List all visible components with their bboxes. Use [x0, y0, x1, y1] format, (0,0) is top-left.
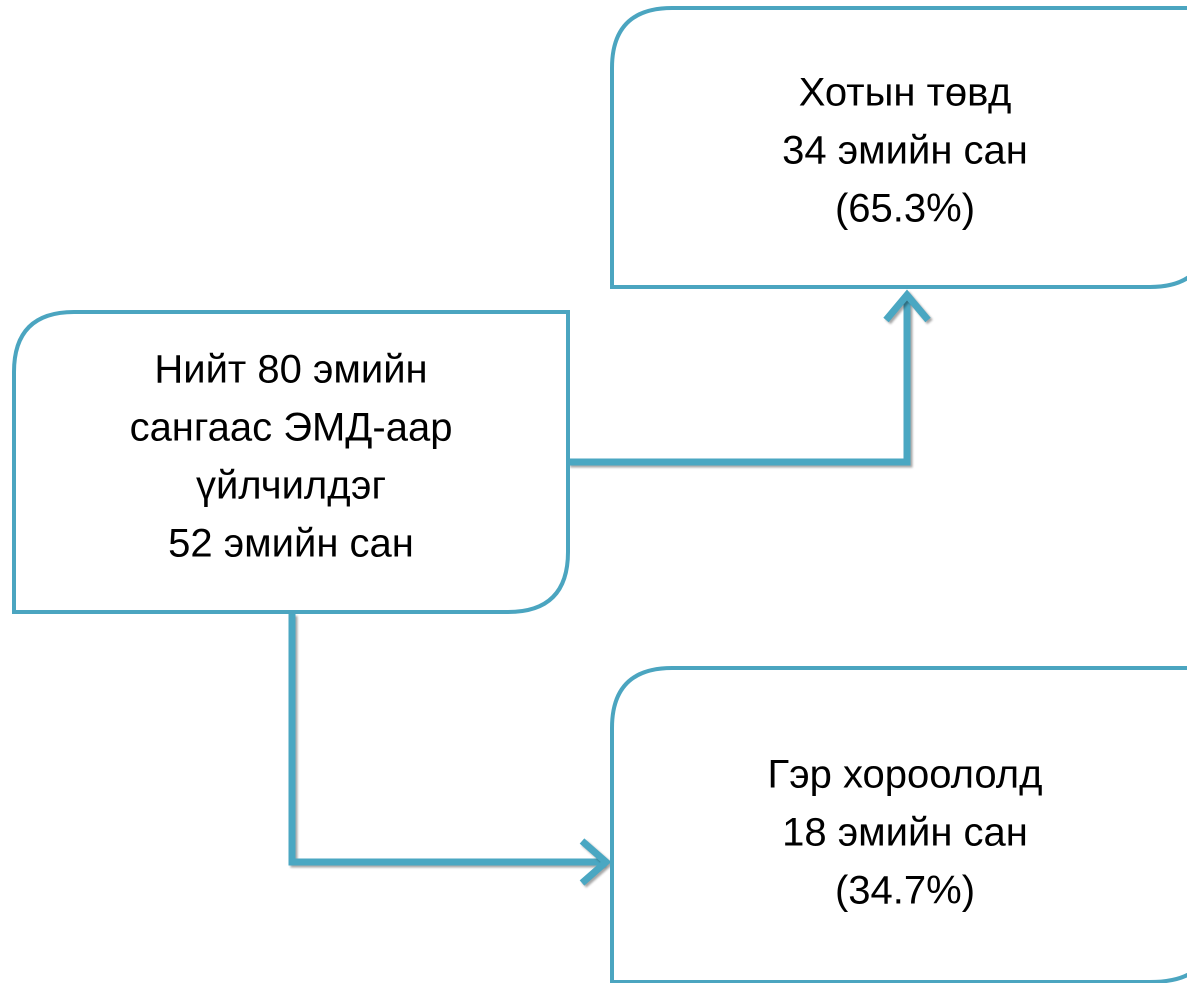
node-label: Гэр хороололд: [768, 753, 1043, 797]
node-label: 34 эмийн сан: [782, 129, 1028, 173]
labels: Нийт 80 эмийн сангаас ЭМД-аар үйлчилдэг 52 …: [130, 71, 1043, 913]
arrowhead: [883, 289, 931, 323]
connector: [568, 296, 911, 466]
target-box: [610, 6, 1187, 289]
node-label: 18 эмийн сан: [782, 811, 1028, 855]
node-label: үйлчилдэг: [196, 464, 386, 508]
arrowhead: [579, 838, 612, 886]
node-label: (34.7%): [835, 869, 975, 913]
node-label: Нийт 80 эмийн: [154, 348, 427, 392]
node-label: (65.3%): [835, 187, 975, 231]
source-box: [12, 310, 570, 614]
node-label: Хотын төвд: [799, 71, 1012, 115]
node-label: 52 эмийн сан: [168, 522, 414, 566]
connector: [288, 614, 604, 866]
target-box: [610, 666, 1187, 983]
node-label: сангаас ЭМД-аар: [130, 406, 453, 450]
